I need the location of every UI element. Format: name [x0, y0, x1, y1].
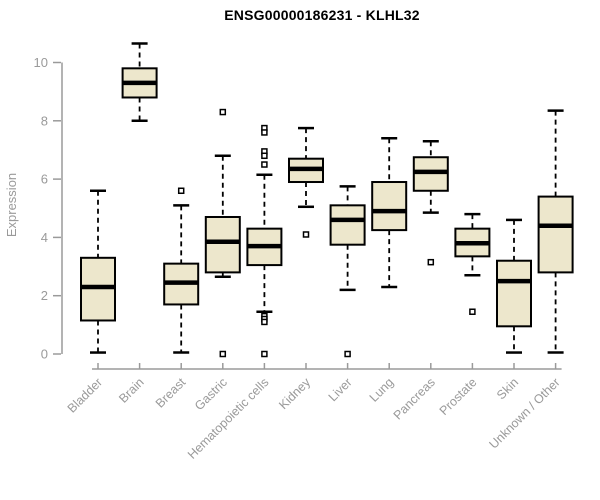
outlier-kidney	[302, 231, 310, 238]
outlier-gastric	[219, 350, 227, 358]
x-tick-label: Breast	[153, 375, 189, 411]
y-tick-label: 8	[41, 113, 48, 128]
y-tick-label: 4	[41, 230, 48, 245]
y-tick-label: 2	[41, 288, 48, 303]
outlier-hematopoietic-cells	[261, 350, 268, 358]
outlier-hematopoietic-cells	[261, 129, 268, 136]
y-tick-label: 0	[41, 347, 48, 362]
box-liver	[329, 204, 366, 246]
box-lung	[371, 181, 408, 232]
outlier-hematopoietic-cells	[261, 161, 268, 168]
outlier-prostate	[469, 308, 476, 315]
box-gastric	[204, 215, 241, 274]
outlier-liver	[344, 350, 351, 358]
y-tick-label: 6	[41, 172, 48, 187]
x-tick-label: Bladder	[65, 375, 105, 415]
y-tick-label: 10	[34, 55, 48, 70]
x-tick-label: Skin	[494, 375, 521, 402]
x-tick-label: Liver	[326, 375, 355, 404]
outlier-breast	[177, 187, 185, 195]
x-tick-label: Prostate	[437, 375, 480, 418]
x-tick-label: Pancreas	[391, 375, 438, 422]
x-tick-label: Kidney	[276, 375, 313, 412]
outlier-hematopoietic-cells	[261, 152, 268, 160]
x-tick-label: Hematopoietic cells	[185, 375, 272, 462]
x-tick-label: Unknown / Other	[486, 375, 562, 451]
outlier-pancreas	[427, 258, 435, 266]
chart-title: ENSG00000186231 - KLHL32	[224, 7, 420, 23]
box-unknown-other	[537, 195, 574, 274]
box-skin	[496, 259, 532, 328]
x-tick-label: Lung	[367, 375, 397, 405]
outlier-gastric	[219, 108, 227, 116]
x-tick-label: Gastric	[192, 375, 230, 413]
outlier-hematopoietic-cells	[261, 318, 268, 326]
x-tick-label: Brain	[116, 375, 147, 406]
